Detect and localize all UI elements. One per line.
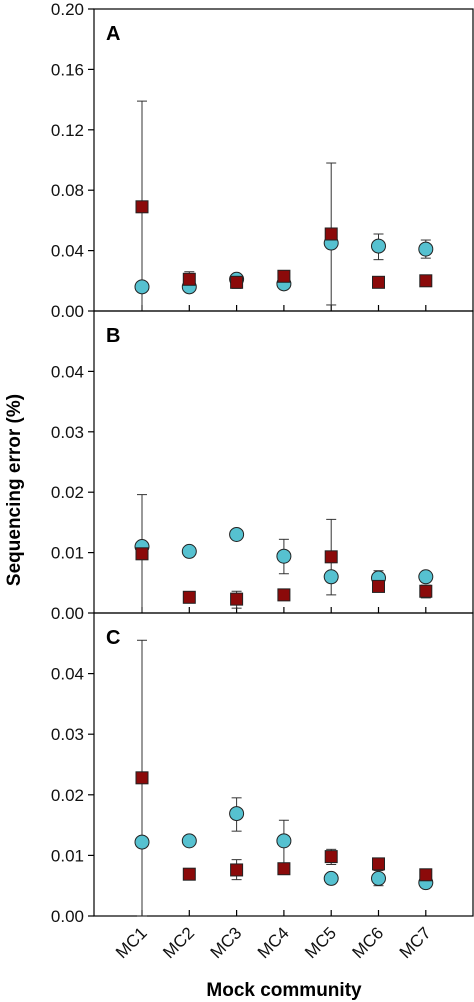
circle-point bbox=[323, 870, 339, 886]
square-point bbox=[230, 592, 244, 606]
y-tick-label: 0.16 bbox=[51, 60, 84, 79]
y-tick-label: 0.01 bbox=[51, 846, 84, 865]
square-point bbox=[372, 275, 385, 289]
x-tick-label: MC4 bbox=[254, 923, 293, 962]
square-point bbox=[372, 579, 385, 593]
square-point bbox=[182, 590, 196, 604]
y-tick-label: 0.04 bbox=[51, 665, 84, 684]
square-point bbox=[135, 547, 149, 561]
panel-letter: A bbox=[106, 23, 120, 45]
y-tick-label: 0.04 bbox=[51, 242, 84, 261]
circle-point bbox=[276, 833, 292, 849]
panel-frame bbox=[93, 8, 474, 312]
y-tick-label: 0.02 bbox=[51, 483, 84, 502]
square-point bbox=[277, 588, 291, 602]
square-point bbox=[277, 862, 291, 876]
y-tick-label: 0.04 bbox=[51, 362, 84, 381]
y-tick-label: 0.03 bbox=[51, 423, 84, 442]
square-point bbox=[324, 850, 338, 864]
panel-a: 0.00 0.04 0.08 0.12 0.16 0.20 A bbox=[51, 0, 474, 321]
square-point bbox=[230, 863, 244, 877]
circle-point bbox=[229, 526, 245, 542]
y-tick-label: 0.12 bbox=[51, 121, 84, 140]
square-point bbox=[372, 857, 385, 871]
square-point bbox=[419, 274, 433, 288]
y-axis-title: Sequencing error (%) bbox=[4, 394, 25, 586]
y-tick-label: 0.00 bbox=[51, 907, 84, 926]
circle-point bbox=[418, 569, 434, 585]
y-tick-label: 0.01 bbox=[51, 544, 84, 563]
x-tick-label: MC1 bbox=[112, 923, 151, 962]
circle-point bbox=[181, 543, 197, 559]
circle-point bbox=[371, 238, 386, 254]
circle-point bbox=[276, 548, 292, 564]
square-point bbox=[277, 269, 291, 283]
panel-c: 0.00 0.01 0.02 0.03 0.04 C bbox=[51, 612, 474, 926]
square-point bbox=[182, 867, 196, 881]
y-tick-label: 0.20 bbox=[51, 0, 84, 19]
x-tick-labels: MC1 MC2 MC3 MC4 MC5 MC6 MC7 bbox=[112, 923, 435, 962]
chart-panels: 0.000.040.080.120.160.20A0.000.010.020.0… bbox=[51, 0, 474, 926]
square-point bbox=[135, 771, 149, 785]
panel-b: 0.00 0.01 0.02 0.03 0.04 B bbox=[51, 310, 474, 623]
y-tick-label: 0.02 bbox=[51, 786, 84, 805]
x-tick-label: MC3 bbox=[207, 923, 246, 962]
panel-letter: B bbox=[106, 325, 120, 347]
x-axis-title: Mock community bbox=[206, 980, 362, 1001]
y-tick-label: 0.08 bbox=[51, 181, 84, 200]
circle-point bbox=[371, 870, 386, 886]
circle-point bbox=[134, 279, 150, 295]
y-tick-label: 0.00 bbox=[51, 302, 84, 321]
x-tick-label: MC5 bbox=[301, 923, 340, 962]
x-tick-label: MC2 bbox=[159, 923, 198, 962]
circle-point bbox=[418, 241, 434, 257]
circle-point bbox=[229, 806, 245, 822]
x-tick-label: MC6 bbox=[349, 923, 388, 962]
square-point bbox=[324, 550, 338, 564]
square-point bbox=[324, 227, 338, 241]
square-point bbox=[419, 868, 433, 882]
circle-point bbox=[134, 834, 150, 850]
y-tick-label: 0.00 bbox=[51, 604, 84, 623]
square-point bbox=[230, 275, 244, 289]
x-tick-label: MC7 bbox=[396, 923, 435, 962]
square-point bbox=[182, 272, 196, 286]
square-point bbox=[135, 200, 149, 214]
square-point bbox=[419, 584, 433, 598]
panel-letter: C bbox=[106, 627, 120, 649]
circle-point bbox=[181, 833, 197, 849]
y-tick-label: 0.03 bbox=[51, 725, 84, 744]
circle-point bbox=[323, 569, 339, 585]
